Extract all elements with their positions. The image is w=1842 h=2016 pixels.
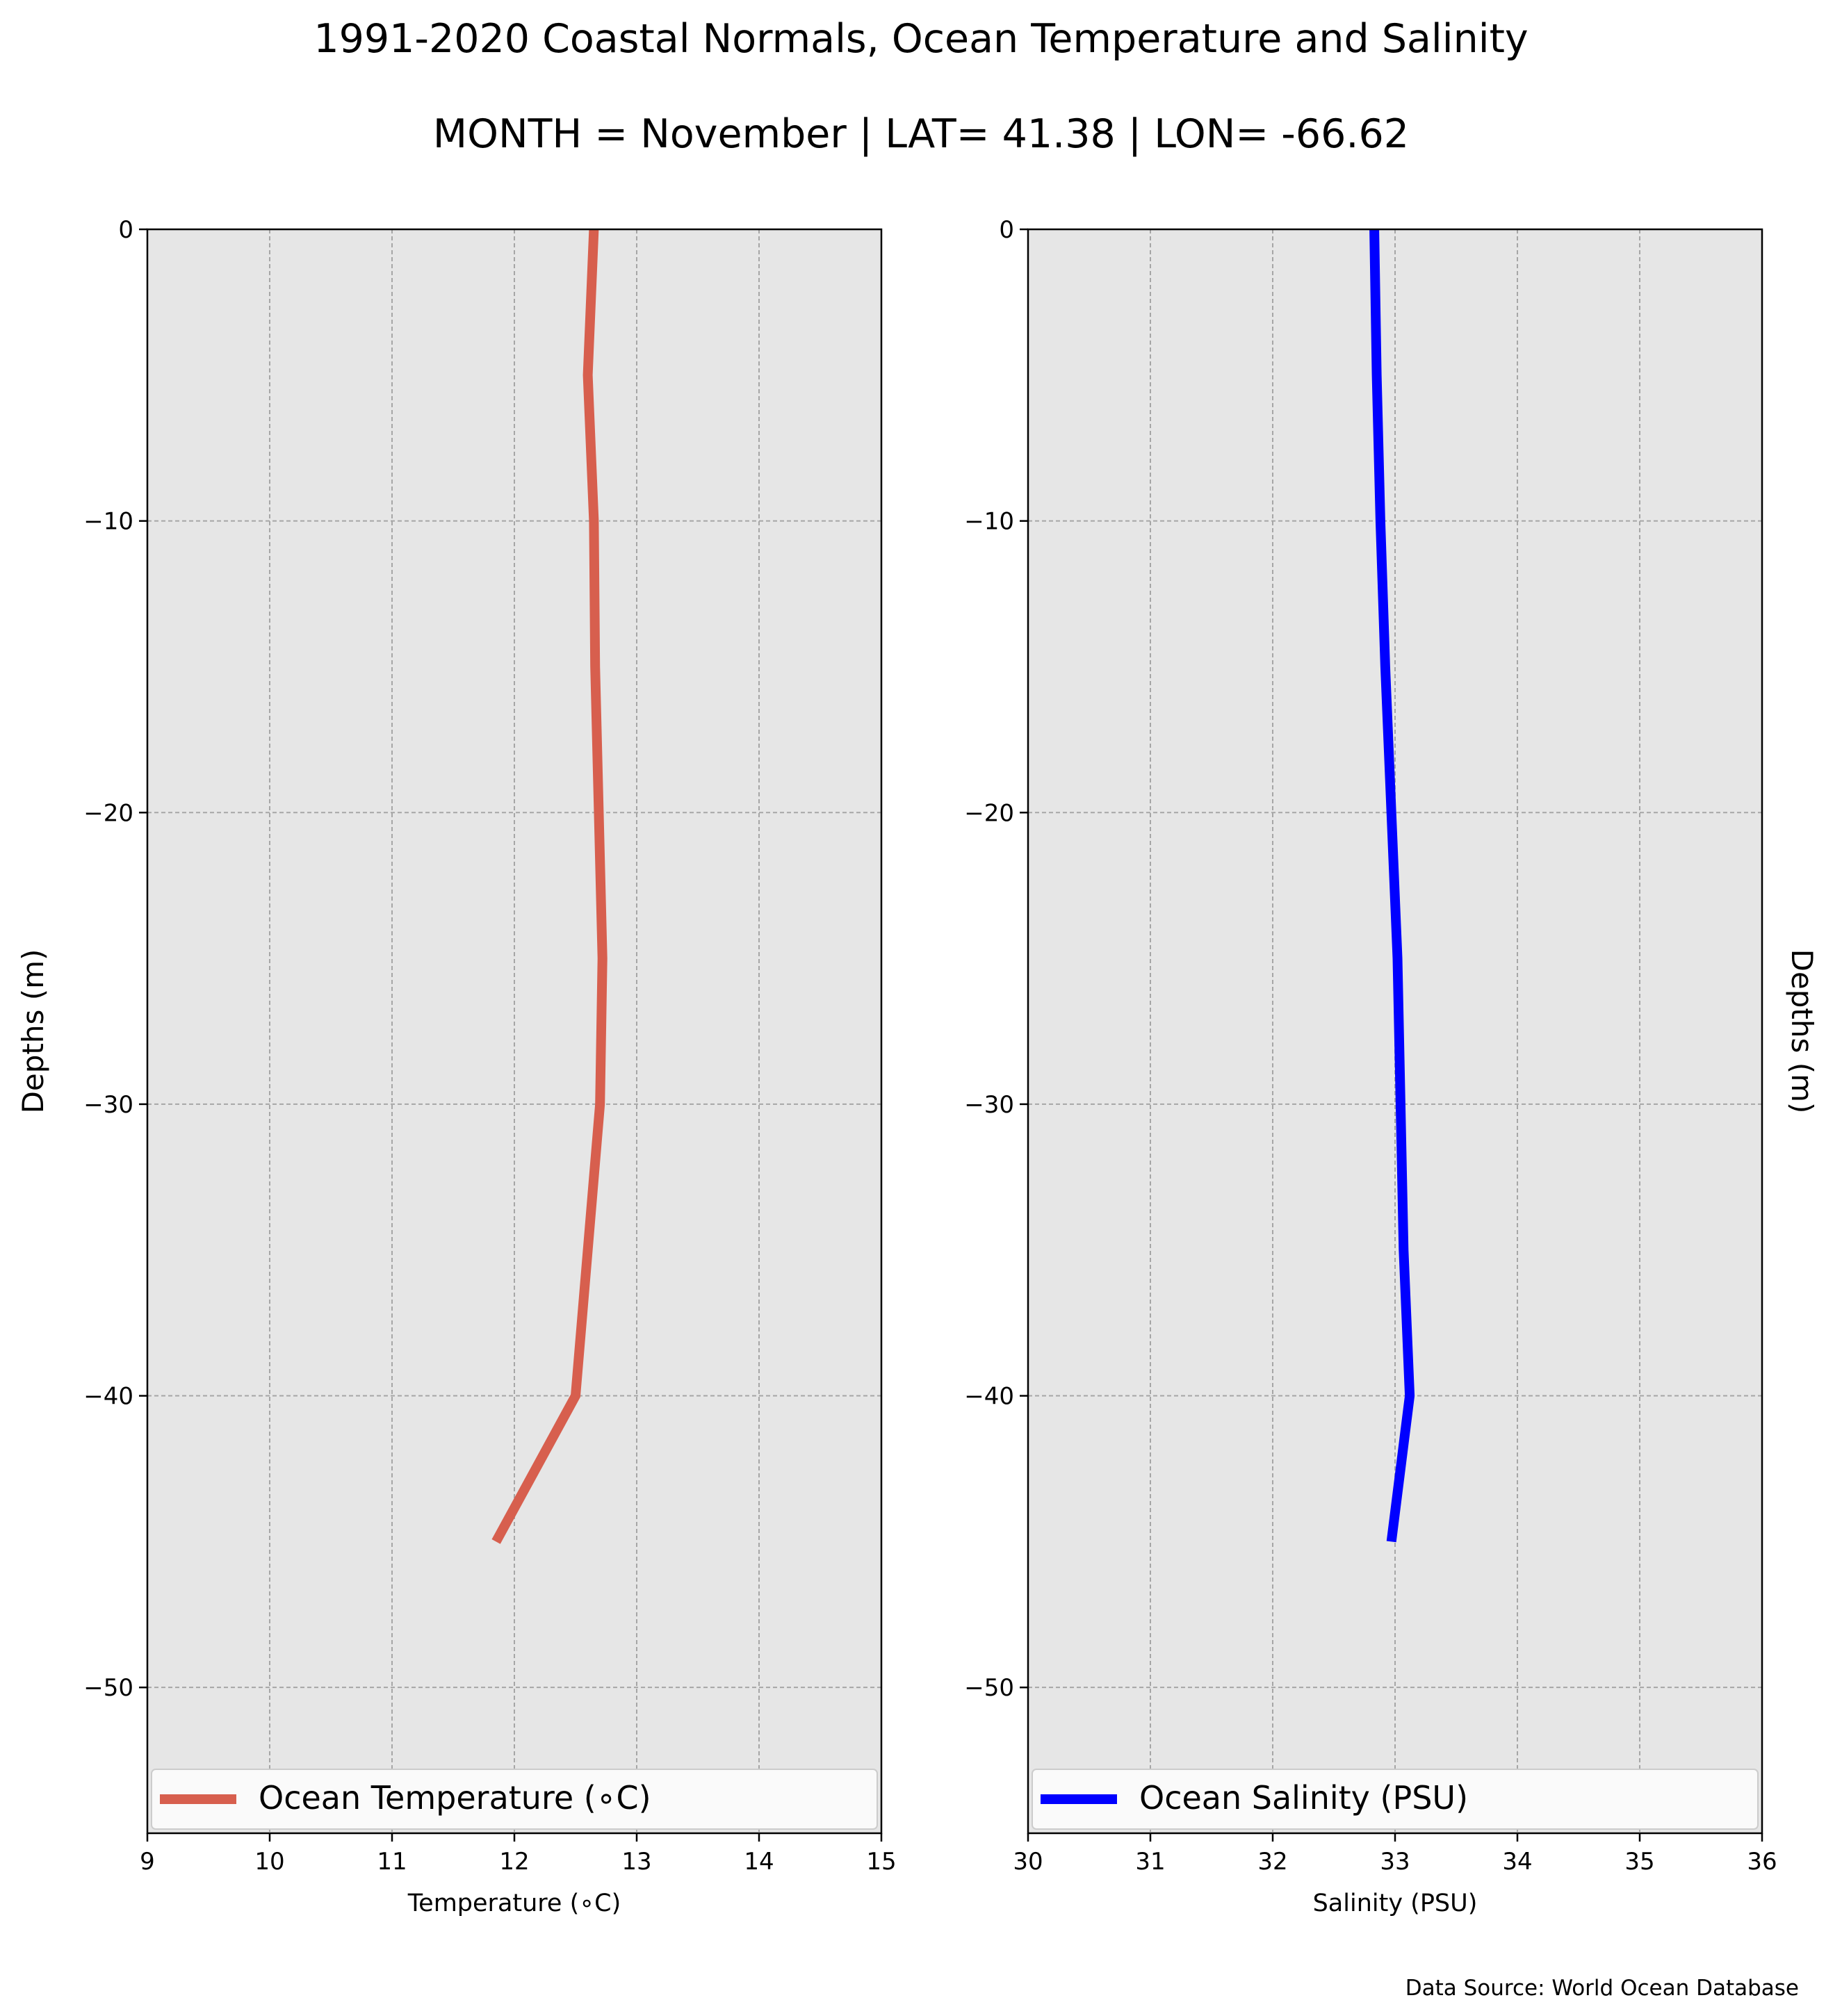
x-tick-label: 15 — [866, 1848, 896, 1876]
x-axis-label: Temperature (∘C) — [407, 1890, 621, 1917]
x-tick-label: 36 — [1747, 1848, 1777, 1876]
y-axis-label: Depths (m) — [16, 949, 50, 1114]
x-tick-label: 31 — [1135, 1848, 1165, 1876]
legend: Ocean Temperature (∘C) — [151, 1769, 878, 1830]
x-tick-label: 34 — [1502, 1848, 1532, 1876]
data-source-note: Data Source: World Ocean Database — [1405, 1976, 1799, 2001]
legend-box — [1032, 1769, 1759, 1830]
y-tick-label: −10 — [83, 508, 133, 536]
y-tick-label: −40 — [964, 1383, 1014, 1411]
y-tick-label: −20 — [83, 799, 133, 827]
x-tick-label: 14 — [744, 1848, 774, 1876]
x-tick-label: 9 — [140, 1848, 155, 1876]
legend-label-salinity: Ocean Salinity (PSU) — [1139, 1779, 1468, 1817]
chart-panel-temperature: 9 10 11 12 13 14 15 0 −10 −20 −30 −40 −50 Temperature… — [16, 216, 897, 1917]
y-tick-label: −50 — [83, 1674, 133, 1702]
y-axis-label: Depths (m) — [1785, 949, 1819, 1114]
y-tick-label: −50 — [964, 1674, 1014, 1702]
y-tick-label: 0 — [999, 216, 1014, 244]
legend-label-temperature: Ocean Temperature (∘C) — [259, 1779, 651, 1817]
legend: Ocean Salinity (PSU) — [1032, 1769, 1759, 1830]
x-tick-label: 33 — [1380, 1848, 1410, 1876]
figure-subtitle: MONTH = November | LAT= 41.38 | LON= -66… — [432, 111, 1410, 157]
y-tick-label: 0 — [118, 216, 133, 244]
x-tick-label: 32 — [1257, 1848, 1287, 1876]
x-tick-label: 30 — [1013, 1848, 1043, 1876]
y-tick-label: −30 — [964, 1091, 1014, 1119]
y-tick-label: −10 — [964, 508, 1014, 536]
y-tick-label: −30 — [83, 1091, 133, 1119]
x-tick-label: 10 — [254, 1848, 284, 1876]
x-axis-label: Salinity (PSU) — [1313, 1890, 1478, 1917]
legend-box — [151, 1769, 878, 1830]
series-line-temperature — [491, 229, 608, 1544]
y-tick-label: −40 — [83, 1383, 133, 1411]
chart-panel-salinity: 30 31 32 33 34 35 36 0 −10 −20 −30 −40 −50 Salinity (… — [964, 216, 1819, 1917]
x-tick-label: 35 — [1624, 1848, 1654, 1876]
y-tick-label: −20 — [964, 799, 1014, 827]
x-tick-label: 12 — [499, 1848, 529, 1876]
figure-title: 1991-2020 Coastal Normals, Ocean Tempera… — [313, 16, 1529, 62]
x-tick-label: 11 — [377, 1848, 407, 1876]
x-tick-label: 13 — [621, 1848, 651, 1876]
series-line-salinity — [1369, 229, 1415, 1543]
